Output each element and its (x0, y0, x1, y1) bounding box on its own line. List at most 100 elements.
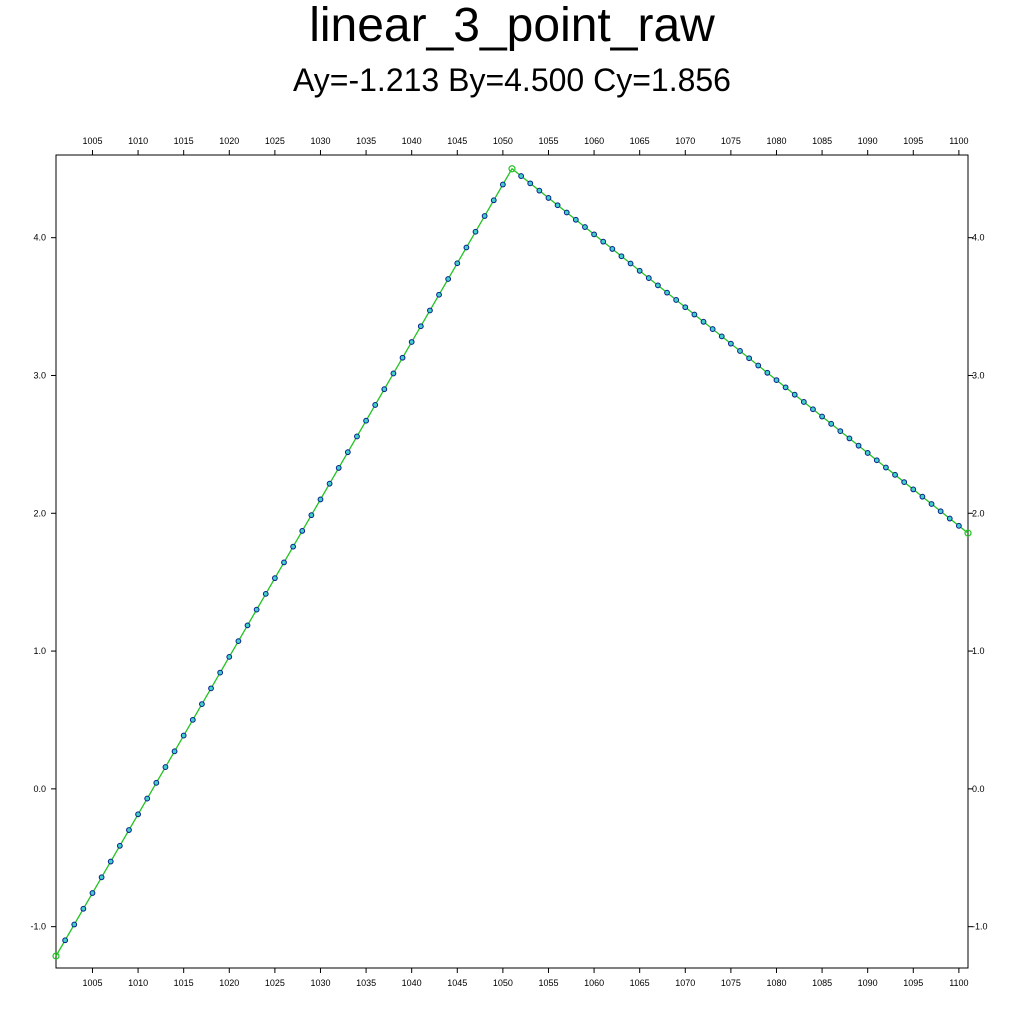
data-point (381, 386, 388, 393)
x-tick-label-top: 1070 (675, 136, 695, 146)
data-point (946, 515, 953, 522)
data-point (664, 289, 670, 296)
x-tick-label-top: 1020 (219, 136, 239, 146)
x-tick-label-bottom: 1080 (766, 978, 786, 988)
x-tick-label-bottom: 1010 (128, 978, 148, 988)
data-point (271, 575, 278, 582)
data-point (837, 428, 844, 435)
data-point (800, 399, 807, 405)
data-point (737, 348, 743, 354)
x-tick-label-top: 1095 (903, 136, 923, 146)
x-tick-label-bottom: 1070 (675, 978, 695, 988)
data-point (746, 355, 753, 362)
data-point (563, 209, 570, 216)
data-point (281, 559, 287, 566)
y-tick-label-right: 4.0 (972, 233, 985, 243)
data-point (490, 197, 497, 204)
chart-subtitle: Ay=-1.213 By=4.500 Cy=1.856 (293, 62, 731, 98)
data-point (162, 764, 169, 770)
x-tick-label-top: 1030 (310, 136, 330, 146)
data-point (363, 417, 369, 424)
y-tick-label-right: 3.0 (972, 370, 985, 380)
x-tick-label-bottom: 1030 (310, 978, 330, 988)
data-point (454, 260, 461, 267)
data-point (673, 297, 680, 303)
x-tick-label-bottom: 1075 (721, 978, 741, 988)
data-point (208, 685, 214, 692)
data-point (636, 267, 643, 274)
data-point (499, 181, 506, 188)
x-tick-label-top: 1050 (493, 136, 513, 146)
x-tick-label-top: 1090 (858, 136, 878, 146)
data-point (572, 216, 579, 223)
data-point (910, 486, 917, 493)
data-point (883, 464, 889, 471)
data-point (445, 276, 452, 282)
x-tick-label-top: 1045 (447, 136, 467, 146)
data-point (545, 195, 552, 201)
x-tick-label-top: 1080 (766, 136, 786, 146)
x-tick-label-bottom: 1005 (82, 978, 102, 988)
data-point (308, 512, 315, 519)
x-tick-label-top: 1035 (356, 136, 376, 146)
x-tick-label-bottom: 1090 (858, 978, 878, 988)
data-point (718, 333, 725, 340)
data-point (554, 202, 561, 209)
y-tick-label-right: 1.0 (972, 646, 985, 656)
data-point (773, 377, 780, 383)
data-point (810, 406, 816, 413)
data-point (135, 811, 141, 818)
x-tick-label-top: 1060 (584, 136, 604, 146)
data-point (791, 391, 798, 398)
x-tick-label-bottom: 1015 (174, 978, 194, 988)
x-tick-label-bottom: 1065 (630, 978, 650, 988)
data-point (655, 282, 661, 289)
data-point (937, 508, 944, 515)
data-point (299, 528, 306, 534)
data-point (399, 354, 406, 361)
data-point (901, 479, 908, 486)
data-point (472, 228, 479, 235)
data-point (481, 213, 488, 219)
y-tick-label-left: 3.0 (33, 370, 46, 380)
data-point (819, 413, 825, 420)
x-tick-label-bottom: 1060 (584, 978, 604, 988)
y-tick-label-left: 1.0 (33, 646, 46, 656)
x-tick-label-top: 1040 (402, 136, 422, 146)
data-point (144, 795, 151, 802)
x-tick-label-bottom: 1085 (812, 978, 832, 988)
anchor-point (52, 952, 60, 960)
data-point (709, 326, 716, 332)
data-point (107, 858, 114, 865)
data-point (71, 921, 78, 928)
data-point (427, 307, 433, 314)
data-point (627, 260, 634, 267)
data-point (153, 779, 160, 786)
data-point (89, 890, 96, 896)
series-line (55, 167, 969, 957)
x-tick-label-bottom: 1020 (219, 978, 239, 988)
data-point (600, 238, 607, 245)
x-tick-label-bottom: 1035 (356, 978, 376, 988)
data-point (180, 732, 187, 739)
data-point (645, 275, 652, 281)
data-point (828, 420, 835, 427)
data-point (62, 937, 69, 944)
data-point (244, 622, 251, 629)
x-tick-label-bottom: 1045 (447, 978, 467, 988)
data-point (317, 496, 324, 503)
data-point (919, 493, 926, 500)
data-point (591, 231, 597, 238)
data-point (171, 748, 178, 755)
x-tick-label-bottom: 1050 (493, 978, 513, 988)
data-point (727, 340, 734, 347)
y-tick-label-left: 2.0 (33, 508, 46, 518)
x-tick-label-bottom: 1100 (949, 978, 968, 988)
data-point (354, 433, 360, 440)
data-point (782, 384, 789, 391)
data-point (682, 304, 689, 311)
x-tick-label-bottom: 1095 (903, 978, 923, 988)
data-point (408, 339, 415, 345)
data-point (609, 246, 616, 252)
